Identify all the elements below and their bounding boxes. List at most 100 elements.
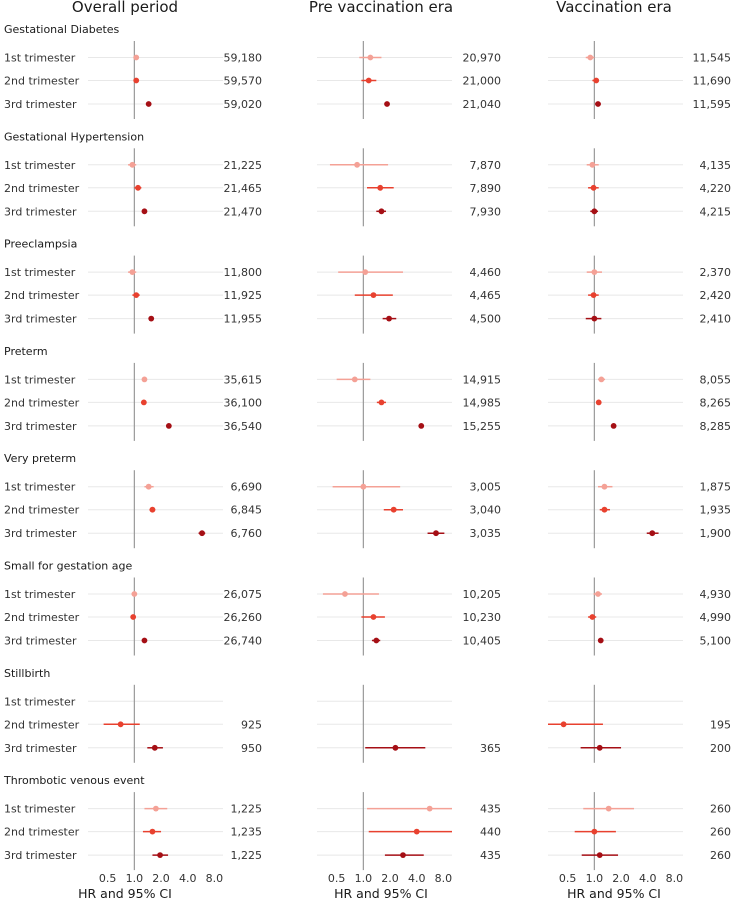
count-label: 8,265 <box>700 396 732 409</box>
x-tick-label: 0.5 <box>328 872 346 885</box>
x-tick-label: 4.0 <box>179 872 197 885</box>
count-label: 1,225 <box>231 849 263 862</box>
x-tick-label: 1.0 <box>586 872 604 885</box>
count-label: 14,985 <box>463 396 502 409</box>
hr-point <box>117 721 124 728</box>
x-axis-label: HR and 95% CI <box>567 886 661 900</box>
hr-point <box>591 828 598 835</box>
hr-point <box>141 376 148 383</box>
panel-title-0: Overall period <box>72 0 178 16</box>
hr-point <box>390 506 397 513</box>
count-label: 10,230 <box>463 611 502 624</box>
hr-point <box>392 744 399 751</box>
count-label: 3,040 <box>470 504 502 517</box>
count-label: 59,020 <box>224 98 263 111</box>
hr-point <box>591 315 598 322</box>
count-label: 1,935 <box>700 504 732 517</box>
hr-point <box>560 721 567 728</box>
hr-point <box>384 101 390 107</box>
count-label: 3,035 <box>470 527 502 540</box>
hr-point <box>165 423 172 429</box>
trimester-label: 2nd trimester <box>4 396 80 409</box>
hr-point <box>370 614 377 620</box>
hr-point <box>157 852 163 858</box>
trimester-label: 1st trimester <box>4 373 76 386</box>
hr-point <box>141 208 148 215</box>
hr-point <box>365 77 372 84</box>
x-tick-label: 2.0 <box>612 872 630 885</box>
hr-point <box>145 483 152 490</box>
hr-point <box>595 101 601 107</box>
trimester-label: 3rd trimester <box>4 742 77 755</box>
hr-point <box>133 54 140 61</box>
hr-point <box>595 591 601 597</box>
hr-point <box>590 292 597 298</box>
count-label: 21,470 <box>224 205 263 218</box>
count-label: 21,465 <box>224 182 263 195</box>
panel-title-2: Vaccination era <box>556 0 672 16</box>
hr-point <box>587 54 594 61</box>
hr-point <box>605 805 612 812</box>
count-label: 2,370 <box>700 266 732 279</box>
hr-point <box>400 852 406 858</box>
hr-point <box>133 292 140 298</box>
count-label: 14,915 <box>463 373 502 386</box>
hr-point <box>148 315 155 322</box>
trimester-label: 2nd trimester <box>4 75 80 88</box>
count-label: 21,000 <box>463 75 502 88</box>
trimester-label: 2nd trimester <box>4 718 80 731</box>
count-label: 11,800 <box>224 266 263 279</box>
count-label: 21,040 <box>463 98 502 111</box>
count-label: 36,540 <box>224 420 263 433</box>
hr-point <box>386 315 392 322</box>
outcome-title: Gestational Hypertension <box>4 130 144 143</box>
x-tick-label: 1.0 <box>126 872 144 885</box>
count-label: 59,570 <box>224 75 263 88</box>
hr-point <box>351 376 358 383</box>
hr-point <box>591 208 598 215</box>
trimester-label: 3rd trimester <box>4 205 77 218</box>
panel-title-1: Pre vaccination era <box>309 0 453 16</box>
x-tick-label: 0.5 <box>559 872 577 885</box>
x-tick-label: 2.0 <box>381 872 399 885</box>
hr-point <box>426 805 433 812</box>
count-label: 11,545 <box>693 52 732 65</box>
count-label: 1,875 <box>700 481 732 494</box>
count-label: 4,990 <box>700 611 732 624</box>
count-label: 6,690 <box>231 481 263 494</box>
hr-point <box>596 744 603 751</box>
count-label: 260 <box>710 826 731 839</box>
hr-point <box>589 614 596 620</box>
count-label: 435 <box>480 803 501 816</box>
hr-point <box>610 423 617 429</box>
count-label: 925 <box>241 718 262 731</box>
x-tick-label: 0.5 <box>99 872 117 885</box>
trimester-label: 1st trimester <box>4 695 76 708</box>
x-tick-label: 8.0 <box>666 872 684 885</box>
x-tick-label: 8.0 <box>435 872 453 885</box>
hr-point <box>370 292 377 298</box>
hr-point <box>342 591 348 597</box>
x-tick-label: 4.0 <box>639 872 657 885</box>
outcome-title: Very preterm <box>4 452 76 465</box>
count-label: 4,500 <box>470 313 502 326</box>
count-label: 6,845 <box>231 504 263 517</box>
hr-point <box>589 161 596 168</box>
trimester-label: 1st trimester <box>4 481 76 494</box>
hr-point <box>141 637 148 644</box>
x-tick-label: 2.0 <box>152 872 170 885</box>
trimester-label: 1st trimester <box>4 52 76 65</box>
count-label: 11,595 <box>693 98 732 111</box>
hr-point <box>367 54 374 61</box>
hr-point <box>149 506 156 513</box>
trimester-label: 2nd trimester <box>4 611 80 624</box>
count-label: 21,225 <box>224 159 263 172</box>
count-label: 15,255 <box>463 420 502 433</box>
hr-point <box>591 269 598 275</box>
count-label: 4,465 <box>470 289 502 302</box>
trimester-label: 3rd trimester <box>4 313 77 326</box>
count-label: 10,205 <box>463 588 502 601</box>
count-label: 1,225 <box>231 803 263 816</box>
count-label: 4,930 <box>700 588 732 601</box>
